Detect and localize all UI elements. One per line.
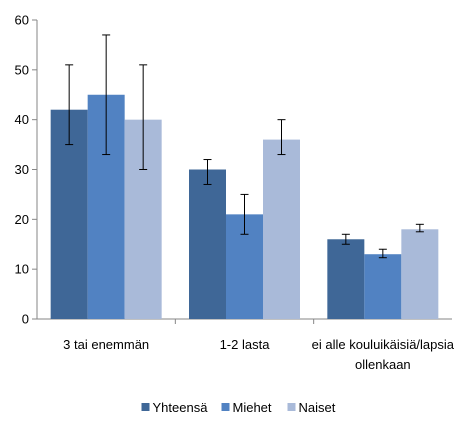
y-tick-label: 50 [15, 62, 29, 77]
y-tick-label: 0 [22, 312, 29, 327]
legend-swatch-yhteensä [141, 403, 150, 411]
category-label: ei alle kouluikäisiä/lapsia [312, 337, 455, 352]
y-tick-label: 10 [15, 262, 29, 277]
legend-label: Naiset [299, 400, 336, 415]
y-tick-label: 40 [15, 112, 29, 127]
y-tick-label: 60 [15, 13, 29, 28]
y-axis: 0 10 20 30 40 50 60 [15, 13, 452, 327]
legend-label: Miehet [233, 400, 272, 415]
bars [50, 94, 439, 320]
category-label: ollenkaan [355, 357, 411, 372]
category-label: 3 tai enemmän [63, 337, 149, 352]
y-tick-label: 30 [15, 162, 29, 177]
bar-miehet [364, 254, 402, 319]
category-labels: 3 tai enemmän 1-2 lasta ei alle kouluikäis… [63, 337, 455, 372]
bar-naiset [401, 229, 439, 319]
category-label: 1-2 lasta [220, 337, 271, 352]
bar-naiset [263, 139, 300, 319]
legend-swatch-naiset [287, 403, 296, 411]
bar-yhteensä [189, 169, 226, 319]
error-bars [65, 34, 424, 259]
legend-swatch-miehet [221, 403, 230, 411]
legend-label: Yhteensä [153, 400, 209, 415]
legend: Yhteensä Miehet Naiset [141, 400, 336, 415]
bar-yhteensä [327, 239, 365, 319]
y-tick-label: 20 [15, 212, 29, 227]
